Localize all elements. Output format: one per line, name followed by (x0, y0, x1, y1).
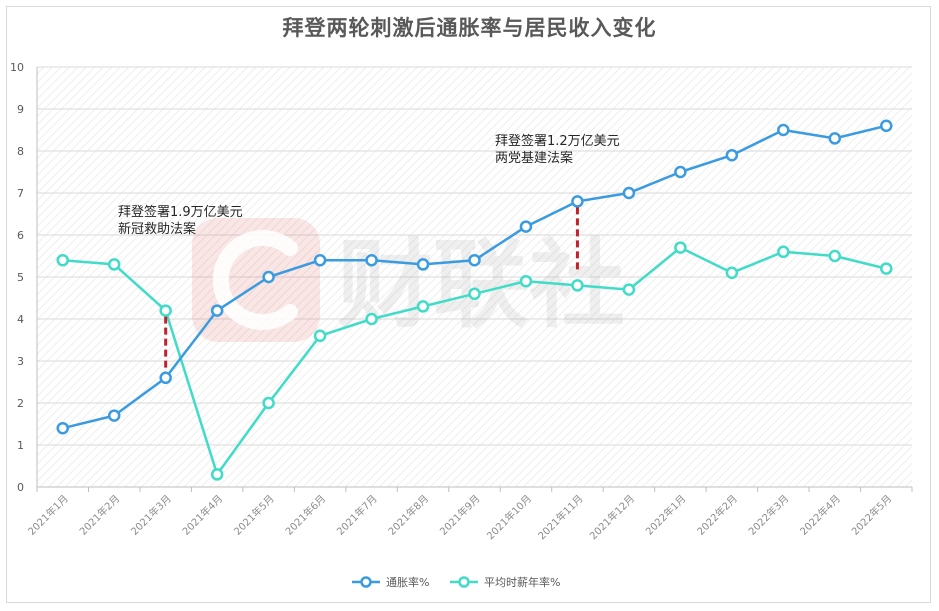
data-point (571, 195, 584, 208)
data-point (777, 123, 790, 137)
y-tick-label: 10 (10, 61, 24, 74)
x-tick-label: 2021年9月 (437, 492, 483, 538)
data-point (313, 253, 327, 267)
y-tick-label: 6 (17, 229, 24, 242)
chart-title: 拜登两轮刺激后通胀率与居民收入变化 (282, 16, 657, 40)
x-tick-label: 2021年8月 (385, 492, 431, 538)
y-tick-label: 0 (17, 481, 24, 494)
data-point (777, 245, 790, 259)
data-point (365, 253, 378, 267)
x-tick-label: 2021年12月 (587, 492, 637, 542)
data-point (365, 312, 378, 326)
annotation-label: 新冠救助法案 (118, 221, 196, 237)
watermark-logo: 财联社 (192, 218, 625, 342)
x-tick-label: 2021年11月 (535, 492, 585, 542)
x-tick-label: 2022年2月 (694, 492, 740, 538)
data-point (880, 262, 893, 275)
x-tick-label: 2021年5月 (231, 492, 277, 538)
data-point (210, 304, 224, 317)
watermark-logo-mark (212, 230, 298, 330)
y-tick-label: 3 (17, 355, 24, 368)
data-point (725, 148, 739, 162)
y-tick-label: 1 (17, 439, 24, 452)
x-tick-label: 2021年4月 (179, 492, 225, 538)
data-point (262, 270, 275, 284)
data-point (468, 287, 481, 301)
y-tick-label: 8 (17, 145, 24, 158)
data-point (519, 274, 533, 288)
data-point (210, 468, 224, 481)
data-point (107, 258, 121, 271)
legend-label: 通胀率% (386, 575, 429, 589)
x-tick-label: 2022年5月 (849, 492, 895, 538)
legend-marker (458, 576, 470, 588)
data-point (56, 421, 69, 435)
y-tick-label: 7 (17, 187, 24, 200)
x-tick-label: 2022年3月 (746, 492, 792, 538)
y-tick-label: 4 (17, 313, 24, 326)
data-point (725, 266, 739, 280)
data-point (622, 283, 636, 296)
legend-marker (360, 576, 372, 588)
y-tick-label: 2 (17, 397, 24, 410)
x-tick-label: 2021年10月 (484, 492, 534, 542)
data-point (416, 258, 430, 271)
data-point (674, 165, 687, 179)
data-point (107, 409, 121, 422)
data-point (674, 241, 687, 254)
legend-label: 平均时薪年率% (484, 575, 560, 589)
annotation-label: 拜登签署1.9万亿美元 (118, 204, 243, 220)
data-point (828, 132, 842, 145)
data-point (828, 249, 842, 263)
x-tick-label: 2021年1月 (25, 492, 71, 538)
data-point (159, 304, 172, 317)
legend: 通胀率% 平均时薪年率% (352, 575, 560, 589)
x-tick-label: 2021年6月 (282, 492, 328, 538)
data-point (468, 253, 481, 267)
data-point (416, 300, 430, 313)
x-tick-label: 2022年4月 (797, 492, 843, 538)
data-point (622, 186, 636, 200)
annotation-label: 两党基建法案 (495, 151, 573, 166)
data-point (519, 220, 533, 233)
data-point (313, 329, 327, 343)
x-tick-label: 2021年3月 (128, 492, 174, 538)
data-point (571, 279, 584, 292)
data-point (880, 119, 893, 133)
y-tick-label: 5 (17, 271, 24, 284)
data-point (159, 371, 172, 385)
data-point (262, 396, 275, 410)
annotation-label: 拜登签署1.2万亿美元 (495, 133, 620, 149)
data-point (56, 253, 69, 267)
x-tick-label: 2021年2月 (76, 492, 122, 538)
y-tick-label: 9 (17, 103, 24, 116)
x-tick-label: 2022年1月 (643, 492, 689, 538)
x-tick-label: 2021年7月 (334, 492, 380, 538)
series-lines (56, 119, 893, 481)
